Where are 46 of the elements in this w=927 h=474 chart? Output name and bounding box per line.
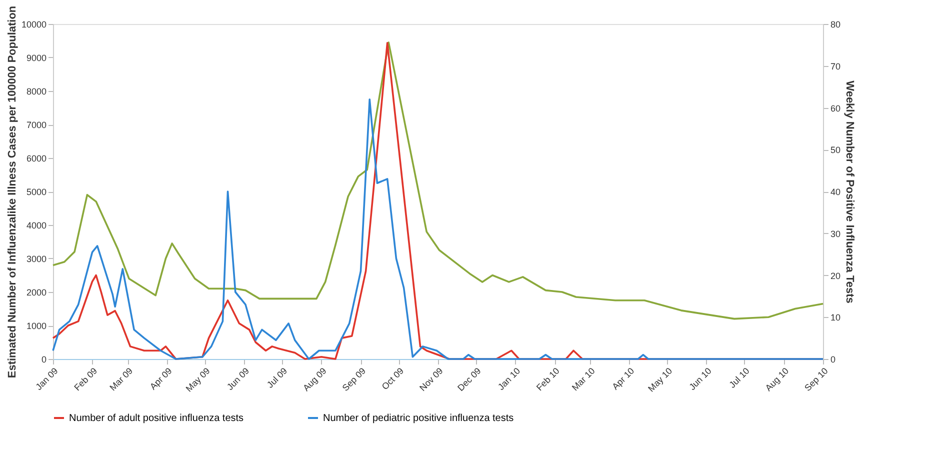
y-tick-label: 10000 xyxy=(21,20,46,30)
y2-tick-label: 60 xyxy=(830,103,841,114)
x-tick-label: Jan 10 xyxy=(496,366,522,392)
y2-tick-label: 20 xyxy=(830,270,841,281)
x-tick-label: Dec 09 xyxy=(456,366,483,394)
x-tick-label: Aug 10 xyxy=(763,366,791,394)
x-tick-label: Sep 10 xyxy=(802,366,830,394)
y-tick-label: 0 xyxy=(41,354,46,364)
x-tick-label: Jun 10 xyxy=(687,366,714,392)
y-tick-label: 6000 xyxy=(26,154,46,164)
x-tick-label: Jul 09 xyxy=(265,366,290,390)
y-tick-label: 7000 xyxy=(26,120,46,130)
legend-label: Number of adult positive influenza tests xyxy=(69,413,244,424)
x-tick-label: Apr 09 xyxy=(148,366,174,392)
x-tick-label: Jun 09 xyxy=(224,366,252,392)
x-tick-label: Sep 09 xyxy=(340,366,368,394)
x-tick-label: May 09 xyxy=(184,366,212,394)
y2-tick-label: 40 xyxy=(830,187,841,197)
y2-tick-label: 50 xyxy=(830,145,841,156)
y-tick-label: 5000 xyxy=(26,187,46,197)
x-tick-label: Nov 09 xyxy=(418,366,445,394)
legend-label: Number of pediatric positive influenza tests xyxy=(323,413,514,424)
x-tick-label: Oct 09 xyxy=(380,366,406,392)
y-tick-label: 8000 xyxy=(26,86,46,96)
x-tick-label: Jul 10 xyxy=(727,366,752,390)
x-tick-label: Mar 09 xyxy=(108,366,135,393)
y2-tick-label: 30 xyxy=(830,228,841,239)
y2-tick-label: 80 xyxy=(830,20,841,30)
x-tick-label: Feb 09 xyxy=(72,366,100,393)
y2-tick-label: 0 xyxy=(830,354,836,364)
y-tick-label: 4000 xyxy=(26,220,46,230)
x-tick-label: Feb 10 xyxy=(534,366,562,393)
y2-tick-label: 10 xyxy=(830,312,841,323)
y2-axis-title: Weekly Number of Positive Influenza Tests xyxy=(844,80,856,304)
y-tick-label: 2000 xyxy=(26,288,46,298)
x-tick-label: Jan 09 xyxy=(34,366,60,392)
x-tick-label: Mar 10 xyxy=(570,366,597,393)
y-tick-label: 9000 xyxy=(26,53,46,63)
line-series xyxy=(52,98,824,360)
x-tick-label: Apr 10 xyxy=(610,366,636,392)
y-tick-label: 3000 xyxy=(26,254,46,264)
y2-tick-label: 70 xyxy=(830,61,841,72)
y-axis-title: Estimated Number of Influenzalike Illness Cases per 100000 Population xyxy=(6,6,18,378)
x-tick-label: Aug 09 xyxy=(301,366,328,394)
x-tick-label: May 10 xyxy=(646,366,674,394)
y-tick-label: 1000 xyxy=(26,321,46,331)
